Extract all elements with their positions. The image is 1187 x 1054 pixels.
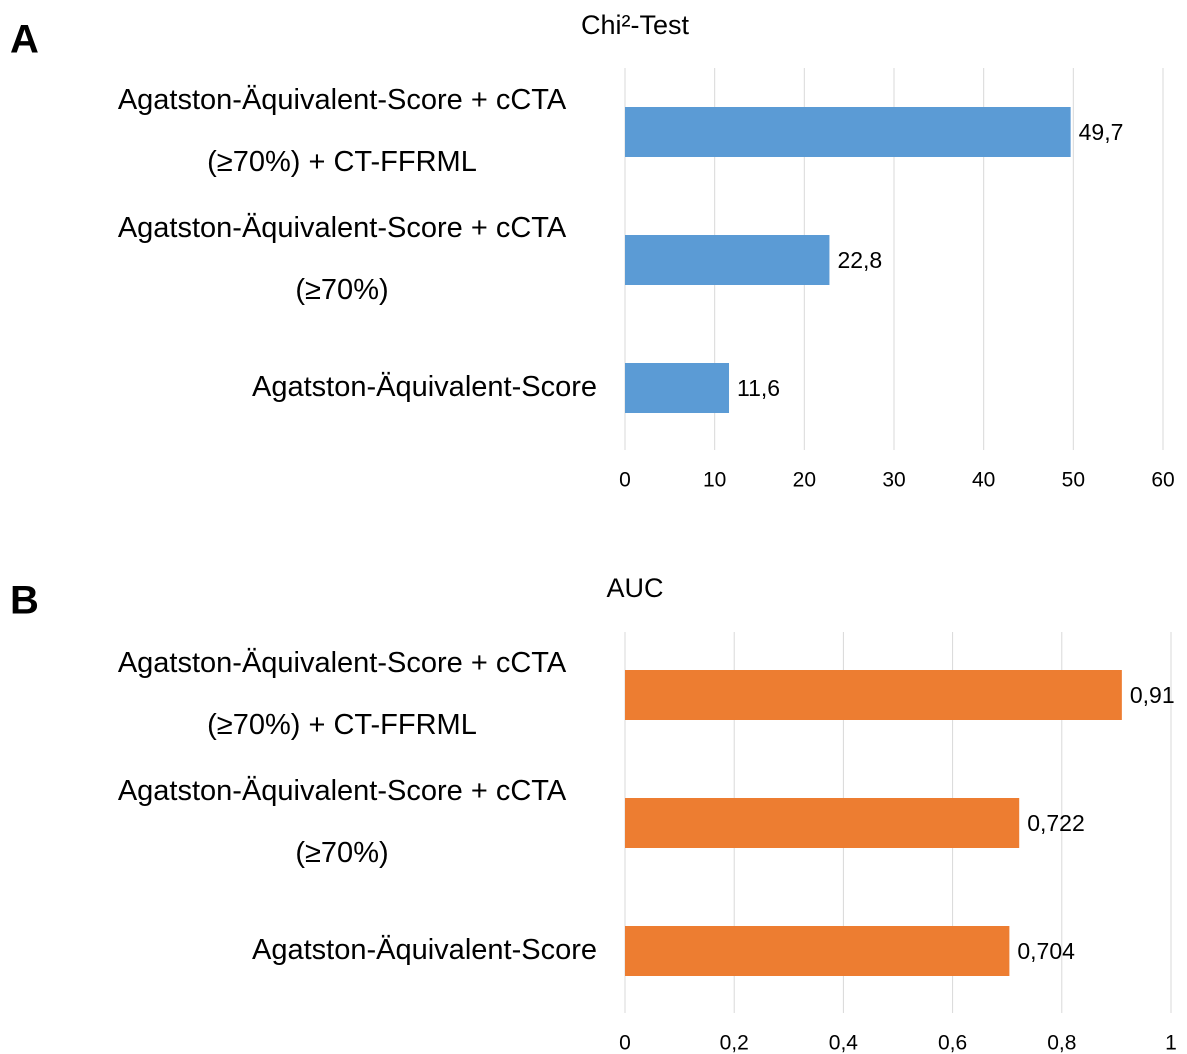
value-label: 0,704	[1017, 938, 1075, 964]
x-tick-label: 0,8	[1047, 1032, 1076, 1054]
category-label: Agatston-Äquivalent-Score + cCTA (≥70%)	[117, 212, 567, 306]
x-tick-label: 20	[793, 469, 816, 492]
category-label: Agatston-Äquivalent-Score + cCTA (≥70%) …	[117, 84, 567, 178]
x-tick-label: 60	[1151, 469, 1174, 492]
panel-letter: B	[10, 579, 39, 623]
panel-letter: A	[10, 18, 39, 62]
bar	[625, 670, 1122, 720]
x-tick-label: 0	[619, 469, 631, 492]
value-label: 49,7	[1079, 119, 1124, 145]
x-tick-label: 0,4	[829, 1032, 859, 1054]
category-label: Agatston-Äquivalent-Score	[252, 371, 597, 403]
x-tick-label: 1	[1165, 1032, 1177, 1054]
x-tick-label: 10	[703, 469, 726, 492]
chart-title: AUC	[606, 573, 663, 603]
category-label: Agatston-Äquivalent-Score	[252, 934, 597, 966]
value-label: 0,722	[1027, 810, 1085, 836]
bar	[625, 926, 1010, 976]
bar	[625, 798, 1020, 848]
x-tick-label: 0,2	[720, 1032, 749, 1054]
value-label: 11,6	[737, 375, 780, 401]
x-tick-label: 50	[1062, 469, 1085, 492]
category-label: Agatston-Äquivalent-Score + cCTA (≥70%)	[117, 775, 567, 869]
x-tick-label: 0	[619, 1032, 631, 1054]
bar	[625, 235, 830, 285]
bar	[625, 107, 1071, 157]
value-label: 0,91	[1130, 682, 1175, 708]
value-label: 22,8	[837, 247, 882, 273]
x-tick-label: 40	[972, 469, 995, 492]
x-tick-label: 0,6	[938, 1032, 967, 1054]
x-tick-label: 30	[882, 469, 905, 492]
chart-title: Chi²-Test	[581, 10, 690, 40]
category-label: Agatston-Äquivalent-Score + cCTA (≥70%) …	[117, 647, 567, 741]
bar	[625, 363, 730, 413]
